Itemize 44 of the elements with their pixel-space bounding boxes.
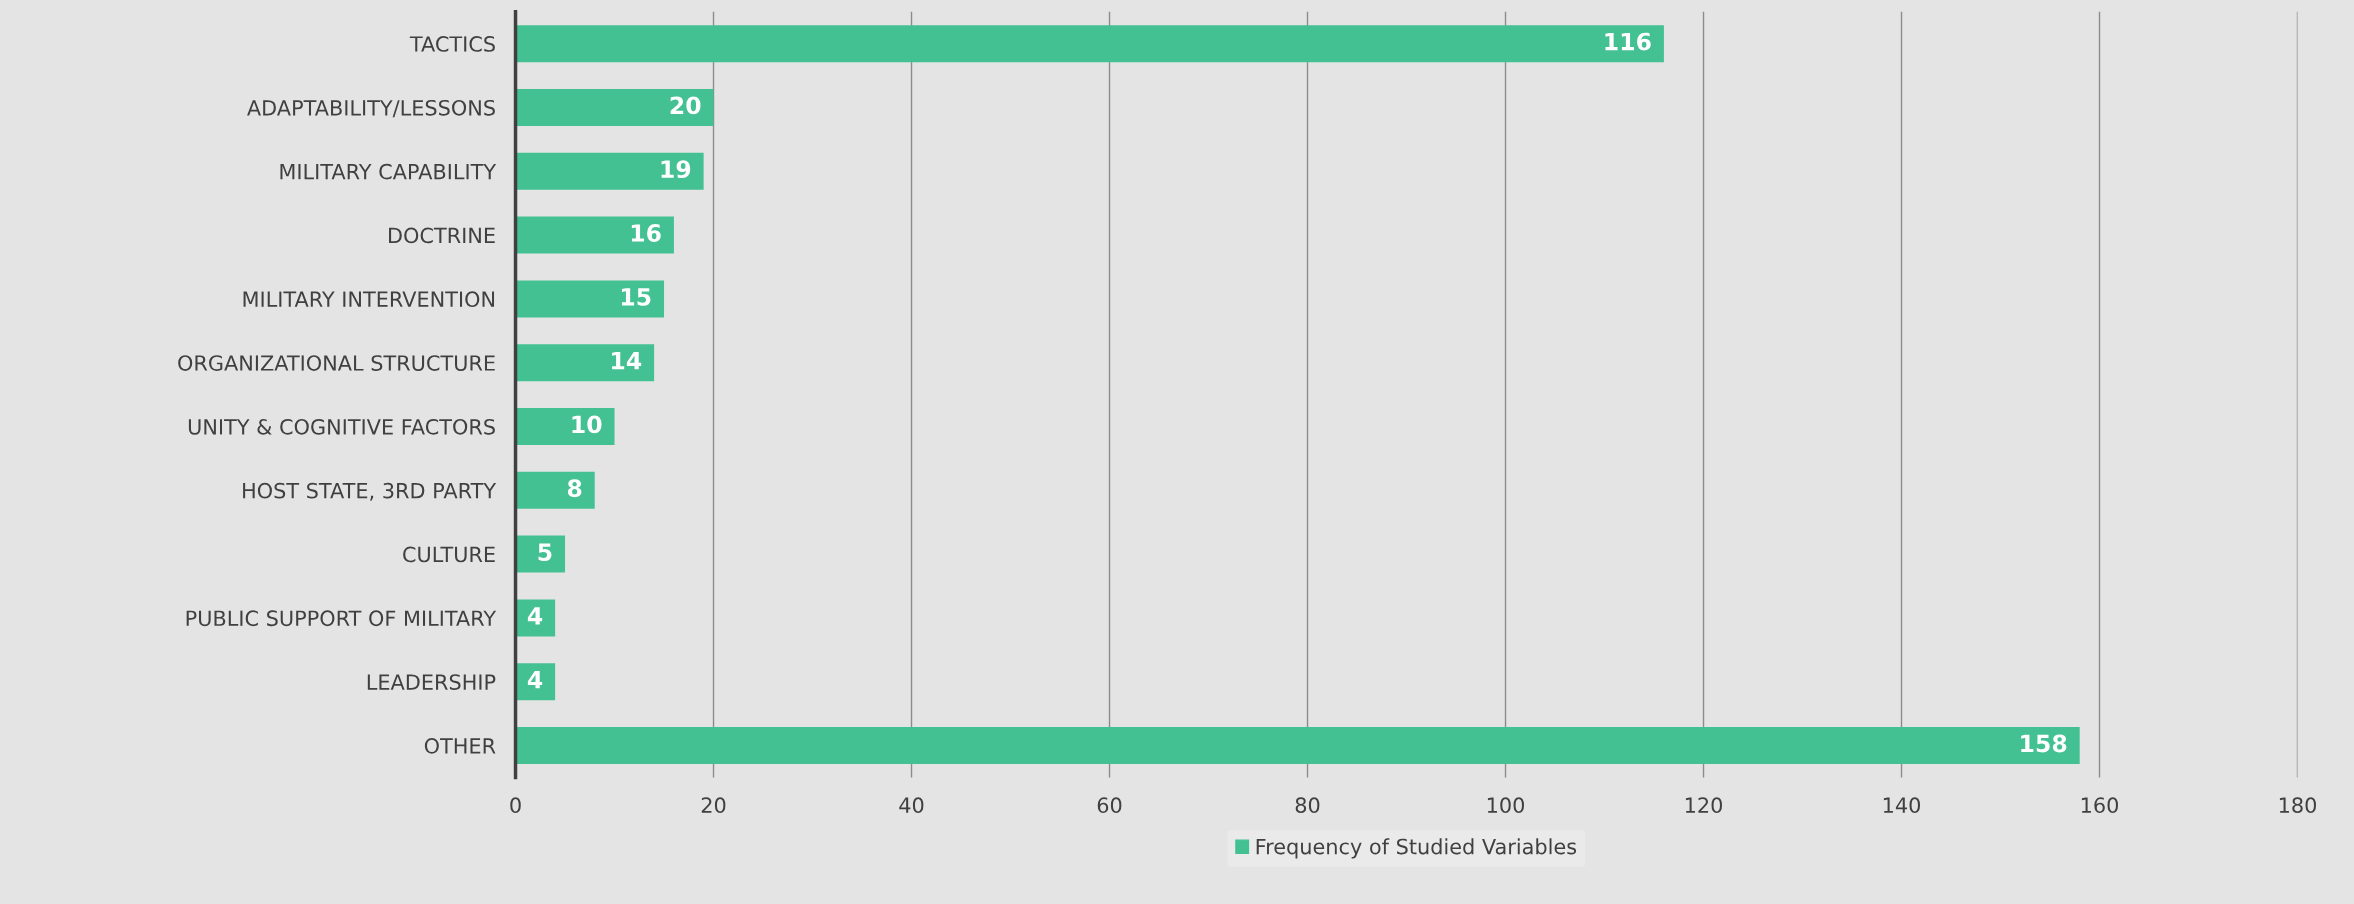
x-tick-label: 140 <box>1883 797 1921 814</box>
bar <box>515 471 595 509</box>
x-tick-label: 120 <box>1685 797 1723 814</box>
bar <box>515 344 655 382</box>
y-tick-label: DOCTRINE <box>389 227 495 244</box>
bar <box>515 25 1664 63</box>
y-tick-label: HOST STATE, 3RD PARTY <box>243 482 497 501</box>
bar <box>515 280 665 318</box>
x-tick-label: 20 <box>701 797 726 814</box>
x-tick-label: 80 <box>1295 797 1320 814</box>
x-tick-label: 160 <box>2081 797 2118 814</box>
data-label: 10 <box>572 415 602 434</box>
data-label: 5 <box>538 543 552 561</box>
bar <box>515 408 615 445</box>
y-tick-label: OTHER <box>424 737 496 754</box>
x-tick-label: 180 <box>2279 797 2316 814</box>
data-label: 19 <box>661 160 691 179</box>
y-tick-label: MILITARY CAPABILITY <box>280 163 497 180</box>
data-label: 16 <box>631 224 661 242</box>
y-tick-label: CULTURE <box>403 546 495 563</box>
y-tick-label: PUBLIC SUPPORT OF MILITARY <box>186 610 497 627</box>
data-label: 158 <box>2021 734 2067 753</box>
bar <box>515 152 704 190</box>
bar <box>515 88 714 126</box>
y-tick-label: ADAPTABILITY/LESSONS <box>247 99 495 118</box>
bar <box>515 727 2080 765</box>
y-tick-label: MILITARY INTERVENTION <box>243 291 495 308</box>
data-label: 14 <box>612 351 642 370</box>
data-label: 8 <box>567 479 582 498</box>
x-tick-label: 40 <box>899 797 924 814</box>
y-tick-label: ORGANIZATIONAL STRUCTURE <box>178 355 495 371</box>
y-tick-label: UNITY & COGNITIVE FACTORS <box>188 418 495 435</box>
data-label: 4 <box>527 607 543 625</box>
bar <box>515 216 674 254</box>
data-label: 15 <box>621 288 651 306</box>
data-label: 4 <box>527 671 543 689</box>
y-tick-label: LEADERSHIP <box>367 674 496 690</box>
legend-label: Frequency of Studied Variables <box>1256 838 1577 859</box>
data-label: 116 <box>1605 32 1651 51</box>
x-tick-label: 0 <box>510 797 521 814</box>
x-tick-label: 60 <box>1097 797 1122 814</box>
data-label: 20 <box>670 96 701 115</box>
y-tick-label: TACTICS <box>409 36 495 52</box>
x-tick-label: 100 <box>1487 797 1525 814</box>
